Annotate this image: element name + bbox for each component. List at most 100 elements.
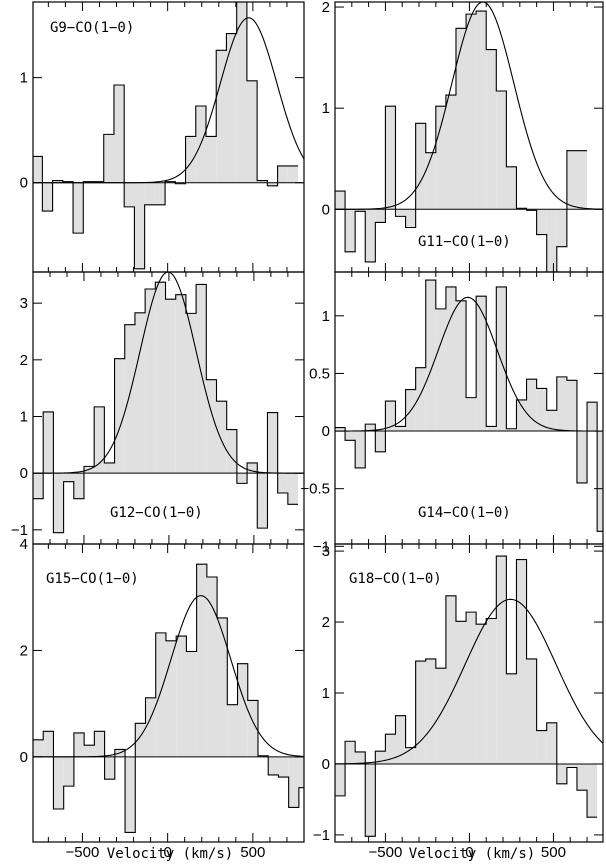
- channel-bar: [516, 560, 526, 764]
- channel-bar: [466, 612, 476, 764]
- channel-bar: [74, 733, 84, 757]
- channel-bar: [64, 473, 74, 482]
- y-tick-label: 0.5: [309, 365, 330, 382]
- channel-bar: [197, 564, 207, 757]
- channel-bar: [155, 282, 165, 473]
- plot-area: [335, 2, 603, 273]
- channel-bar: [166, 299, 176, 473]
- channel-bar: [104, 134, 114, 182]
- channel-bar: [537, 388, 547, 431]
- histogram-outline: [32, 2, 298, 269]
- channel-bar: [43, 412, 53, 473]
- y-tick-label: 1: [322, 308, 330, 325]
- channel-bar: [547, 209, 557, 273]
- channel-bar: [43, 731, 53, 757]
- panel-label: G14−CO(1−0): [418, 505, 511, 521]
- panel-label: G12−CO(1−0): [110, 505, 203, 521]
- channel-bar: [268, 757, 278, 775]
- channel-bar: [436, 106, 446, 209]
- channel-bar: [206, 380, 216, 474]
- channel-bar: [456, 28, 466, 209]
- channel-bar: [32, 156, 42, 182]
- channel-bar: [74, 473, 84, 499]
- channel-bar: [476, 624, 486, 764]
- plot-area: [335, 556, 603, 836]
- y-tick-label: 4: [20, 536, 28, 553]
- channel-bar: [216, 401, 226, 473]
- channel-bar: [335, 191, 345, 209]
- channel-bar: [527, 659, 537, 764]
- y-tick-label: 1: [322, 100, 330, 117]
- channel-bar: [597, 431, 606, 531]
- channel-bar: [176, 295, 186, 474]
- y-tick-label: 2: [322, 614, 330, 631]
- channel-bar: [289, 757, 299, 808]
- plot-area: [335, 280, 606, 531]
- channel-bar: [395, 426, 405, 431]
- spectrum-panel-5: 024−500 0 500G15−CO(1−0): [20, 536, 309, 861]
- channel-bar: [456, 621, 466, 764]
- channel-bar: [496, 91, 506, 209]
- channel-bar: [365, 209, 375, 262]
- y-tick-label: 0: [322, 423, 330, 440]
- channel-bar: [587, 764, 597, 817]
- y-tick-label: −0.5: [300, 481, 330, 498]
- channel-bar: [416, 123, 426, 209]
- channel-bar: [33, 473, 43, 499]
- channel-bar: [416, 368, 426, 431]
- y-tick-label: 2: [20, 352, 28, 369]
- y-tick-label: 1: [20, 70, 28, 87]
- channel-bar: [577, 764, 587, 790]
- channel-bar: [375, 431, 385, 452]
- x-tick-label: 0: [163, 844, 171, 861]
- channel-bar: [155, 183, 165, 205]
- channel-bar: [105, 757, 115, 779]
- y-tick-label: 1: [322, 685, 330, 702]
- channel-bar: [288, 166, 298, 183]
- panel-label: G9−CO(1−0): [50, 20, 134, 36]
- channel-bar: [365, 764, 375, 836]
- channel-bar: [527, 379, 537, 431]
- channel-bar: [446, 596, 456, 764]
- channel-bar: [237, 473, 247, 483]
- y-tick-label: 0: [20, 465, 28, 482]
- x-tick-label: 500: [541, 844, 566, 861]
- channel-bar: [506, 674, 516, 764]
- channel-bar: [247, 81, 257, 183]
- channel-bar: [426, 280, 436, 431]
- channel-bar: [125, 757, 135, 833]
- channel-bar: [557, 209, 567, 246]
- channel-bar: [345, 741, 355, 764]
- channel-bar: [516, 400, 526, 431]
- x-tick-label: 0: [465, 844, 473, 861]
- channel-bar: [355, 752, 365, 764]
- channel-bar: [278, 473, 288, 493]
- channel-bar: [278, 166, 288, 183]
- channel-bar: [206, 136, 216, 182]
- channel-bar: [345, 431, 355, 440]
- channel-bar: [288, 473, 298, 504]
- x-tick-label: 500: [240, 844, 265, 861]
- spectrum-panel-6: −10123−500 0 500G18−CO(1−0): [313, 543, 603, 861]
- y-tick-label: 3: [20, 295, 28, 312]
- y-tick-label: 0: [20, 175, 28, 192]
- channel-bar: [145, 698, 155, 757]
- channel-bar: [145, 289, 155, 473]
- y-tick-label: 0: [20, 749, 28, 766]
- channel-bar: [186, 651, 196, 756]
- gaussian-fit: [33, 18, 304, 183]
- channel-bar: [64, 757, 74, 786]
- channel-bar: [207, 577, 217, 757]
- channel-bar: [426, 153, 436, 210]
- spectrum-panel-2: 0 1 2 G11−CO(1−0): [322, 0, 603, 273]
- y-tick-label: 0: [322, 201, 330, 218]
- channel-bar: [587, 402, 597, 431]
- channel-bar: [267, 413, 277, 474]
- spectrum-panel-3: −10123G12−CO(1−0): [11, 272, 304, 544]
- channel-bar: [547, 723, 557, 764]
- channel-bar: [436, 668, 446, 764]
- y-tick-label: 2: [20, 642, 28, 659]
- x-tick-label: −500: [66, 844, 100, 861]
- y-tick-label: 2: [322, 0, 330, 16]
